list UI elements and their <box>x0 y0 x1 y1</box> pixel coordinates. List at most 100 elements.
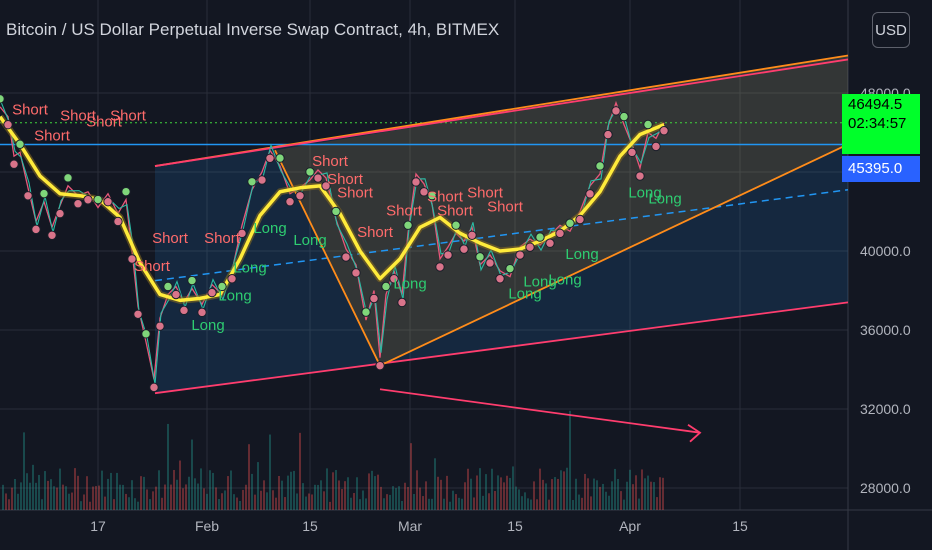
currency-button[interactable]: USD <box>872 12 910 48</box>
volume-bar <box>584 473 586 510</box>
volume-bar <box>29 482 31 510</box>
volume-bar <box>224 490 226 510</box>
volume-bar <box>416 470 418 510</box>
rising-wedge-fill <box>275 55 848 366</box>
pivot-dot <box>611 106 621 116</box>
pink-trend-line <box>154 301 849 395</box>
short-signal-label: Short <box>357 224 394 241</box>
volume-bar <box>164 484 166 510</box>
pivot-dot <box>163 281 173 292</box>
long-signal-label: Long <box>548 272 581 289</box>
short-signal-label: Short <box>327 171 364 188</box>
volume-bar <box>494 490 496 510</box>
volume-bar <box>428 498 430 510</box>
volume-bar <box>152 491 154 510</box>
price-tick-label: 40000.0 <box>860 243 911 259</box>
last-price-value: 46494.5 <box>848 96 903 113</box>
volume-bar <box>11 487 13 510</box>
volume-bar <box>599 486 601 510</box>
pivot-dot <box>257 175 267 185</box>
volume-bar <box>74 468 76 510</box>
pivot-dot <box>595 161 605 171</box>
volume-bar <box>566 467 568 510</box>
pivot-dot <box>651 141 661 152</box>
last-price-tag: 46494.5 02:34:57 <box>842 94 920 154</box>
volume-bar <box>626 481 628 510</box>
volume-bar <box>149 499 151 510</box>
pivot-dot <box>397 297 407 308</box>
pivot-dot <box>659 126 669 136</box>
pivot-dot <box>127 254 137 264</box>
volume-bar <box>239 500 241 510</box>
projection-arrow-head <box>687 423 702 443</box>
pivot-dot <box>575 214 585 225</box>
volume-bar <box>20 482 22 510</box>
volume-bar <box>497 475 499 510</box>
volume-bar <box>458 497 460 510</box>
volume-bar <box>50 479 52 510</box>
blue-line-price-tag: 45395.0 <box>842 156 920 182</box>
pivot-dot <box>179 305 189 316</box>
pivot-dot <box>141 329 151 339</box>
volume-bar <box>146 489 148 510</box>
volume-bar <box>338 480 340 510</box>
long-signal-label: Long <box>508 285 541 302</box>
volume-bar <box>656 497 658 510</box>
volume-bar <box>548 499 550 510</box>
volume-bar <box>284 497 286 510</box>
volume-bar <box>230 470 232 510</box>
volume-bar <box>623 499 625 510</box>
volume-bar <box>305 496 307 510</box>
volume-bar <box>581 497 583 510</box>
volume-bar <box>71 492 73 510</box>
volume-bar <box>242 489 244 510</box>
pivot-dot <box>443 250 453 260</box>
volume-bar <box>449 501 451 510</box>
volume-bar <box>251 473 253 510</box>
volume-bar <box>86 476 88 510</box>
long-signal-label: Long <box>253 220 286 237</box>
chart-title: Bitcoin / US Dollar Perpetual Inverse Sw… <box>6 20 500 39</box>
pivot-dot <box>63 173 73 183</box>
volume-bar <box>464 482 466 510</box>
volume-bar <box>218 499 220 510</box>
volume-bar <box>317 484 319 510</box>
volume-bar <box>38 474 40 510</box>
pivot-markers <box>0 94 669 393</box>
volume-bar <box>659 477 661 510</box>
volume-bar <box>35 482 37 510</box>
pivot-dot <box>369 293 379 304</box>
volume-bar <box>158 470 160 510</box>
volume-bar <box>407 486 409 510</box>
volume-bar <box>323 491 325 510</box>
volume-bar <box>287 475 289 510</box>
volume-bar <box>461 498 463 510</box>
volume-bar <box>14 478 16 510</box>
volume-bar <box>161 497 163 510</box>
pivot-dot <box>427 190 437 201</box>
pivot-dot <box>619 111 629 122</box>
time-tick-label: Feb <box>195 518 219 534</box>
volume-bar <box>395 488 397 510</box>
pivot-dot <box>171 289 181 300</box>
volume-bar <box>197 483 199 510</box>
volume-bar <box>116 472 118 510</box>
volume-bar <box>269 434 271 510</box>
pivot-dot <box>305 167 315 177</box>
volume-bar <box>533 481 535 510</box>
volume-bar <box>110 472 112 510</box>
volume-bar <box>368 473 370 510</box>
volume-bar <box>209 470 211 510</box>
time-tick-label: 15 <box>507 518 523 534</box>
volume-bar <box>380 486 382 510</box>
pivot-dot <box>419 187 429 197</box>
volume-bar <box>227 476 229 510</box>
pivot-dot <box>555 228 565 239</box>
volume-bar <box>560 470 562 510</box>
pivot-dot <box>0 94 5 104</box>
pivot-dot <box>495 274 505 284</box>
volume-bar <box>644 478 646 510</box>
